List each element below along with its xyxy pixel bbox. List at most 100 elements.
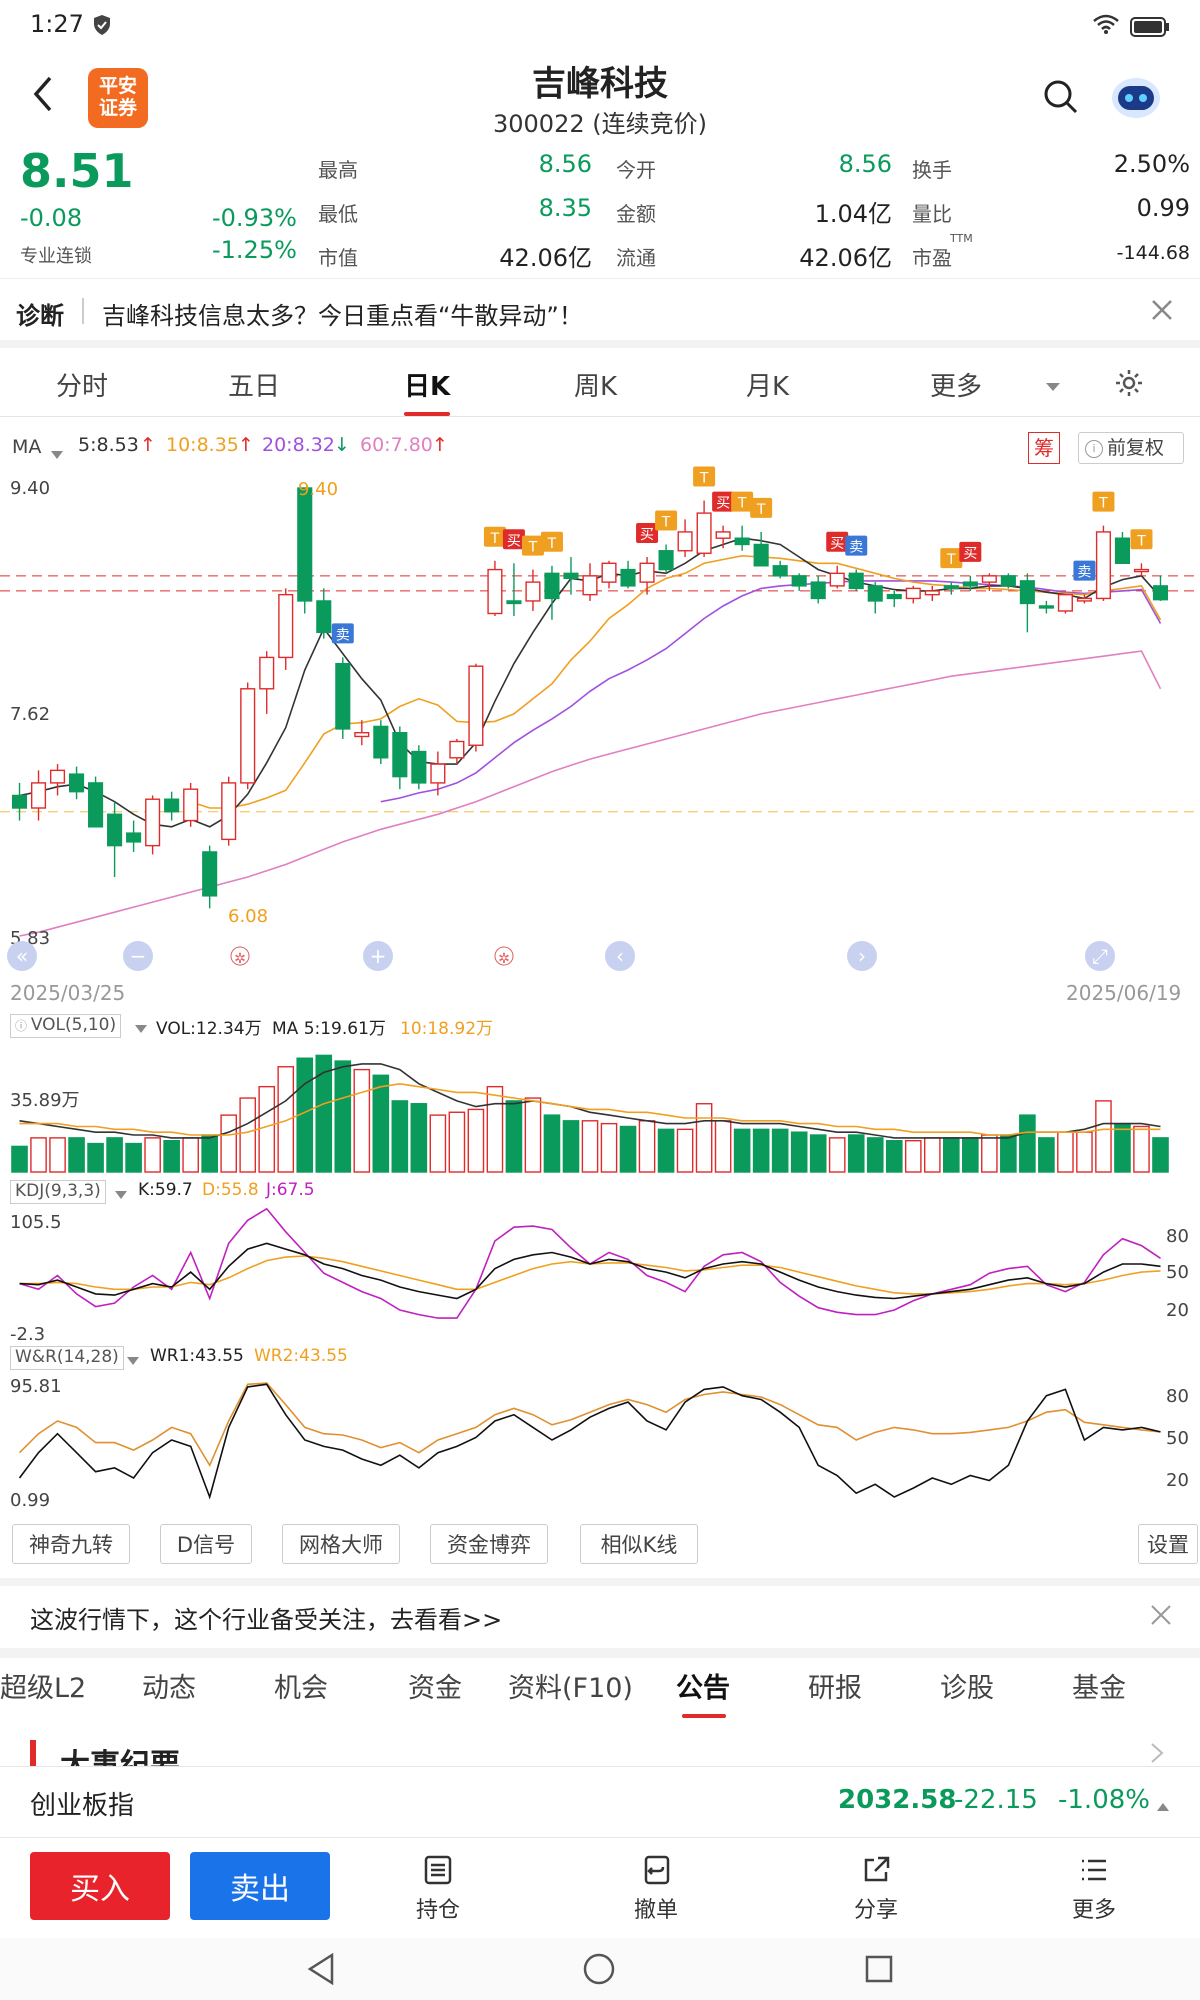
list-doc-icon: [422, 1855, 454, 1892]
cancel-order-action[interactable]: 撤单: [606, 1854, 706, 1924]
signal-badge: [731, 491, 754, 512]
caret-up-icon[interactable]: [1156, 1797, 1170, 1816]
robot-assistant-icon[interactable]: [1108, 70, 1164, 124]
chevron-down-icon[interactable]: [1044, 378, 1062, 397]
back-icon[interactable]: [30, 74, 56, 118]
candle-body: [297, 487, 313, 602]
volume-bar: [962, 1137, 979, 1173]
sell-button[interactable]: 卖出: [190, 1852, 330, 1920]
tool-chip-grid-master[interactable]: 网格大师: [282, 1524, 400, 1564]
chart-control-settings-small-2: [494, 946, 514, 966]
signal-badge-text: T: [756, 502, 766, 518]
tab-weekly-k[interactable]: 周K: [574, 372, 618, 402]
tool-settings-button[interactable]: 设置: [1138, 1524, 1198, 1564]
tab-five-day[interactable]: 五日: [228, 372, 281, 402]
subtab-news[interactable]: 动态: [142, 1673, 196, 1704]
diagnosis-bar[interactable]: 诊断 吉峰科技信息太多？今日重点看“牛散异动”！: [0, 282, 1200, 348]
volume-bar: [752, 1128, 770, 1173]
info-icon: i: [1085, 439, 1103, 458]
volume-bar: [619, 1125, 637, 1173]
volume-bar: [543, 1114, 561, 1173]
volume-chart[interactable]: 35.89万: [0, 1040, 1200, 1176]
turnover-label: 换手: [912, 158, 952, 182]
candle-body: [962, 581, 978, 587]
subtab-opportunity[interactable]: 机会: [274, 1673, 328, 1704]
kdj-chart[interactable]: 105.5 -2.3 80 50 20: [0, 1206, 1200, 1342]
promo-banner[interactable]: 这波行情下，这个行业备受关注，去看看>>: [0, 1578, 1200, 1658]
candle-body: [506, 600, 522, 605]
tab-monthly-k[interactable]: 月K: [746, 372, 790, 402]
subtab-research[interactable]: 研报: [808, 1673, 862, 1704]
gear-icon[interactable]: [1114, 368, 1144, 402]
volume-bar: [771, 1128, 789, 1173]
chart-control-glyph: +: [370, 944, 387, 968]
sector-label: 专业连锁: [20, 246, 92, 267]
kdj-right-tick: 80: [1166, 1226, 1189, 1247]
menu-icon: [1078, 1859, 1110, 1892]
tab-more[interactable]: 更多: [930, 372, 983, 402]
more-action[interactable]: 更多: [1044, 1854, 1144, 1924]
volume-bar: [866, 1137, 884, 1173]
low-value: 8.35: [538, 194, 592, 222]
arrow-down-icon: ↓: [334, 434, 350, 456]
chart-period-tabs: 分时 五日 日K 周K 月K 更多: [0, 348, 1200, 417]
nav-recents-icon[interactable]: [864, 1954, 894, 1988]
share-action[interactable]: 分享: [826, 1854, 926, 1924]
volume-bar: [68, 1137, 85, 1173]
close-icon[interactable]: [1150, 298, 1174, 326]
tool-chip-d-signal[interactable]: D信号: [160, 1524, 252, 1564]
buy-button[interactable]: 买入: [30, 1852, 170, 1920]
subtab-announcements[interactable]: 公告: [676, 1673, 730, 1704]
subtab-diagnose[interactable]: 诊股: [940, 1673, 994, 1704]
candle-body: [49, 769, 66, 784]
caret-down-icon[interactable]: [114, 1185, 128, 1205]
kdj-k-line: [19, 1242, 1161, 1300]
low-label: 最低: [318, 202, 358, 226]
subtab-f10[interactable]: 资料(F10): [508, 1673, 633, 1704]
candle-body: [772, 565, 788, 577]
active-subtab-indicator: [682, 1714, 726, 1718]
battery-icon: [1130, 14, 1170, 44]
vol-ma10-value: 10:18.92万: [400, 1019, 494, 1039]
tab-intraday[interactable]: 分时: [56, 372, 109, 402]
wr-chart[interactable]: 95.81 0.99 80 50 20: [0, 1372, 1200, 1514]
tool-chip-nine-turns[interactable]: 神奇九转: [12, 1524, 130, 1564]
subtab-capital[interactable]: 资金: [408, 1673, 462, 1704]
ma-legend-prefix[interactable]: MA: [12, 436, 42, 458]
subtab-fund[interactable]: 基金: [1072, 1673, 1126, 1704]
chip-distribution-button[interactable]: 筹: [1028, 432, 1060, 464]
volume-bar: [315, 1054, 333, 1173]
search-icon[interactable]: [1042, 78, 1080, 120]
candle-body: [202, 851, 218, 897]
caret-down-icon[interactable]: [126, 1351, 140, 1371]
section-header[interactable]: 大事纪要: [0, 1730, 1200, 1766]
tool-chip-similar-kline[interactable]: 相似K线: [580, 1524, 698, 1564]
adjust-button[interactable]: i 前复权: [1078, 432, 1184, 464]
volume-bar: [220, 1114, 237, 1173]
low-annotation: 6.08: [228, 906, 268, 927]
volume-indicator-selector[interactable]: ⓘ VOL(5,10): [10, 1014, 122, 1038]
kdj-d-value: D:55.8: [202, 1180, 259, 1200]
kdj-d-line: [19, 1255, 1161, 1295]
subtab-super-l2[interactable]: 超级L2: [0, 1673, 87, 1704]
candle-body: [943, 585, 959, 590]
ma10-line: [190, 554, 1162, 809]
kdj-indicator-name[interactable]: KDJ(9,3,3): [10, 1180, 106, 1204]
volume-bar: [125, 1142, 142, 1173]
caret-down-icon[interactable]: [134, 1019, 148, 1039]
nav-home-icon[interactable]: [582, 1952, 616, 1990]
high-annotation: 9.40: [298, 479, 338, 500]
signal-badge-text: 买: [830, 536, 844, 552]
chevron-right-icon[interactable]: [1150, 1742, 1164, 1766]
wr-indicator-name[interactable]: W&R(14,28): [10, 1346, 124, 1370]
caret-down-icon[interactable]: [50, 443, 64, 465]
tab-daily-k[interactable]: 日K: [404, 372, 451, 402]
status-time: 1:27: [30, 10, 84, 38]
nav-back-icon[interactable]: [306, 1952, 336, 1990]
index-bar[interactable]: 创业板指 2032.58 -22.15 -1.08%: [0, 1766, 1200, 1838]
share-icon: [860, 1856, 892, 1892]
tool-chip-capital-game[interactable]: 资金博弈: [430, 1524, 548, 1564]
positions-action[interactable]: 持仓: [388, 1854, 488, 1924]
close-icon[interactable]: [1150, 1604, 1172, 1632]
